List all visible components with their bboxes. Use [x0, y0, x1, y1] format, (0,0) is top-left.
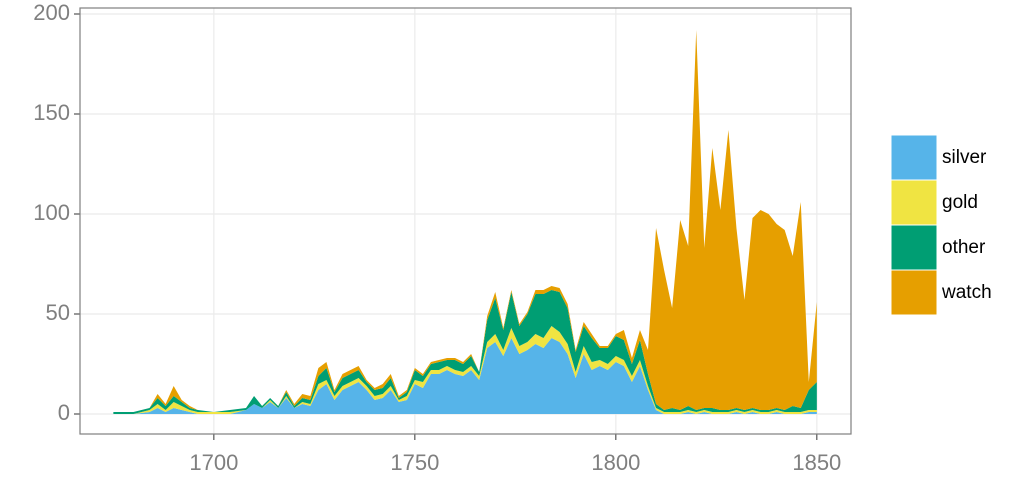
y-tick-label: 50	[46, 300, 70, 325]
legend-key	[890, 224, 938, 271]
y-tick-label: 200	[33, 0, 70, 25]
legend-label: gold	[942, 192, 978, 213]
legend-key	[890, 179, 938, 226]
plot-border	[79, 7, 852, 435]
y-tick-label: 0	[58, 400, 70, 425]
y-tick-label: 100	[33, 200, 70, 225]
area	[113, 338, 817, 414]
legend-key	[890, 134, 938, 181]
legend-label: silver	[942, 147, 987, 168]
area	[113, 30, 817, 412]
legend-label: watch	[941, 282, 992, 303]
x-tick-label: 1850	[792, 450, 841, 475]
legend-key	[890, 269, 938, 316]
y-tick-label: 150	[33, 100, 70, 125]
x-tick-label: 1700	[189, 450, 238, 475]
x-tick-label: 1800	[591, 450, 640, 475]
legend-label: other	[942, 237, 986, 258]
x-tick-label: 1750	[390, 450, 439, 475]
